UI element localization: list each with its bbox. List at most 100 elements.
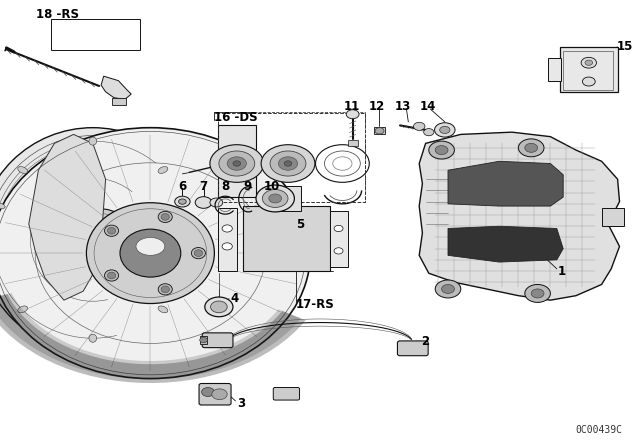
Ellipse shape	[120, 229, 180, 277]
Bar	[275, 186, 301, 211]
Text: 7: 7	[200, 180, 207, 193]
Circle shape	[179, 199, 186, 204]
Text: 9: 9	[244, 180, 252, 193]
Ellipse shape	[104, 225, 118, 237]
Bar	[200, 336, 207, 344]
Polygon shape	[101, 76, 131, 99]
Ellipse shape	[89, 334, 97, 342]
Text: 8: 8	[221, 180, 229, 193]
Text: 2: 2	[421, 335, 429, 348]
Polygon shape	[29, 134, 106, 300]
Ellipse shape	[18, 306, 28, 313]
Circle shape	[284, 161, 292, 166]
Ellipse shape	[186, 237, 198, 242]
Circle shape	[212, 389, 227, 400]
Ellipse shape	[158, 211, 172, 223]
Text: 12: 12	[368, 100, 385, 113]
Circle shape	[205, 297, 233, 317]
Ellipse shape	[136, 237, 165, 255]
Bar	[374, 127, 385, 134]
Ellipse shape	[177, 278, 188, 284]
Circle shape	[175, 196, 190, 207]
Circle shape	[424, 129, 434, 136]
Bar	[218, 113, 365, 202]
Circle shape	[429, 141, 454, 159]
Bar	[548, 58, 561, 81]
Circle shape	[435, 123, 455, 137]
Polygon shape	[448, 226, 563, 262]
Ellipse shape	[158, 284, 172, 295]
Text: 14: 14	[419, 100, 436, 113]
FancyBboxPatch shape	[273, 388, 300, 400]
Circle shape	[222, 243, 232, 250]
Circle shape	[440, 126, 450, 134]
Text: 16 -DS: 16 -DS	[214, 111, 258, 124]
FancyBboxPatch shape	[202, 333, 233, 348]
FancyBboxPatch shape	[397, 341, 428, 356]
Ellipse shape	[89, 137, 97, 145]
Text: 13: 13	[395, 100, 412, 113]
Circle shape	[346, 110, 359, 119]
Bar	[602, 208, 624, 226]
Circle shape	[334, 248, 343, 254]
Circle shape	[582, 77, 595, 86]
Bar	[563, 51, 613, 90]
Circle shape	[210, 145, 264, 182]
Circle shape	[525, 143, 538, 152]
Ellipse shape	[0, 203, 5, 209]
Circle shape	[334, 225, 343, 232]
Bar	[218, 208, 237, 271]
Ellipse shape	[108, 272, 116, 279]
Bar	[348, 140, 358, 146]
Circle shape	[227, 157, 246, 170]
Circle shape	[210, 198, 223, 207]
Ellipse shape	[86, 202, 214, 304]
Circle shape	[262, 190, 288, 207]
Ellipse shape	[161, 286, 170, 293]
Circle shape	[278, 157, 298, 170]
Text: 5: 5	[296, 217, 305, 231]
Text: 15: 15	[616, 40, 633, 53]
Circle shape	[375, 128, 384, 134]
Circle shape	[518, 139, 544, 157]
Ellipse shape	[18, 167, 28, 173]
Text: 10: 10	[264, 180, 280, 193]
Text: 4: 4	[230, 292, 239, 306]
Ellipse shape	[161, 214, 170, 220]
Bar	[330, 211, 348, 267]
Text: 18 -RS: 18 -RS	[36, 8, 79, 21]
Ellipse shape	[0, 128, 310, 379]
Wedge shape	[0, 293, 301, 379]
Circle shape	[211, 301, 227, 313]
Text: 6: 6	[179, 180, 186, 193]
Bar	[218, 125, 256, 197]
Circle shape	[525, 284, 550, 302]
Ellipse shape	[108, 228, 116, 234]
Polygon shape	[419, 132, 620, 300]
Circle shape	[222, 225, 232, 232]
Bar	[51, 19, 140, 50]
Ellipse shape	[195, 250, 202, 256]
Ellipse shape	[191, 247, 205, 259]
Circle shape	[442, 284, 454, 293]
Text: 1: 1	[558, 265, 566, 279]
Circle shape	[413, 122, 425, 130]
FancyBboxPatch shape	[199, 383, 231, 405]
Bar	[112, 98, 126, 105]
Circle shape	[581, 57, 596, 68]
Ellipse shape	[158, 306, 168, 313]
Wedge shape	[0, 294, 305, 383]
Circle shape	[233, 161, 241, 166]
Circle shape	[219, 151, 255, 176]
Circle shape	[435, 280, 461, 298]
Circle shape	[435, 146, 448, 155]
Circle shape	[195, 197, 212, 208]
Circle shape	[202, 388, 214, 396]
Ellipse shape	[104, 270, 118, 281]
Ellipse shape	[158, 167, 168, 173]
Circle shape	[261, 145, 315, 182]
Circle shape	[269, 194, 282, 203]
Circle shape	[270, 151, 306, 176]
Bar	[560, 47, 618, 92]
Text: 0C00439C: 0C00439C	[575, 426, 622, 435]
